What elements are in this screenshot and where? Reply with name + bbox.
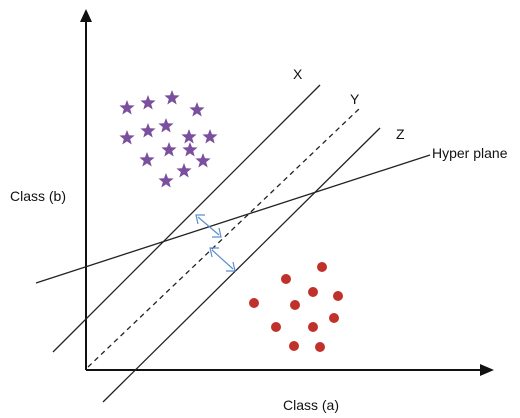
margin-arrow-xy <box>197 216 220 236</box>
separating-lines <box>35 84 431 403</box>
class-b-star-7 <box>158 118 174 133</box>
class-b-star-6 <box>140 123 156 138</box>
label-hyperplane: Hyper plane <box>432 145 508 161</box>
margin-arrow-yz-head-start <box>209 247 219 258</box>
class-a-dot-5 <box>308 287 318 297</box>
class-b-star-2 <box>140 95 156 110</box>
class-a-dot-4 <box>290 300 300 310</box>
class-b-star-1 <box>119 100 135 115</box>
class-a-dot-10 <box>289 341 299 351</box>
margin-arrow-xy-head-start <box>195 214 205 225</box>
margin-arrow-yz <box>211 249 234 270</box>
class-b-star-14 <box>195 153 211 168</box>
class-a-dots <box>249 262 343 352</box>
margin-arrow-yz-head-end <box>226 261 236 272</box>
axes <box>80 9 494 376</box>
label-line-x: X <box>293 66 303 82</box>
class-b-stars <box>119 90 218 188</box>
class-b-star-12 <box>182 142 198 157</box>
y-axis-arrowhead <box>80 9 92 22</box>
class-b-star-11 <box>161 142 177 157</box>
margin-arrows <box>195 214 236 272</box>
class-b-star-15 <box>158 173 174 188</box>
line-y-dashed <box>87 107 361 368</box>
class-b-star-5 <box>119 130 135 145</box>
class-a-dot-2 <box>317 262 327 272</box>
margin-arrow-xy-head-end <box>212 227 222 238</box>
class-a-dot-8 <box>308 322 318 332</box>
class-a-dot-7 <box>271 322 281 332</box>
class-b-star-9 <box>202 129 218 144</box>
class-b-star-13 <box>176 163 192 178</box>
class-b-star-8 <box>181 129 197 144</box>
class-b-star-4 <box>189 102 205 117</box>
class-a-dot-11 <box>315 342 325 352</box>
class-b-star-3 <box>164 90 180 105</box>
x-axis-arrowhead <box>480 364 494 376</box>
label-line-y: Y <box>350 91 360 107</box>
class-a-dot-9 <box>329 313 339 323</box>
class-b-star-10 <box>139 152 155 167</box>
class-a-dot-6 <box>333 291 343 301</box>
label-class-b: Class (b) <box>10 188 66 204</box>
class-a-dot-3 <box>249 298 259 308</box>
hyperplane-line <box>35 154 431 284</box>
class-a-dot-1 <box>281 274 291 284</box>
line-x <box>52 84 321 353</box>
label-line-z: Z <box>396 126 405 142</box>
line-z <box>102 127 381 403</box>
label-class-a: Class (a) <box>283 397 339 413</box>
